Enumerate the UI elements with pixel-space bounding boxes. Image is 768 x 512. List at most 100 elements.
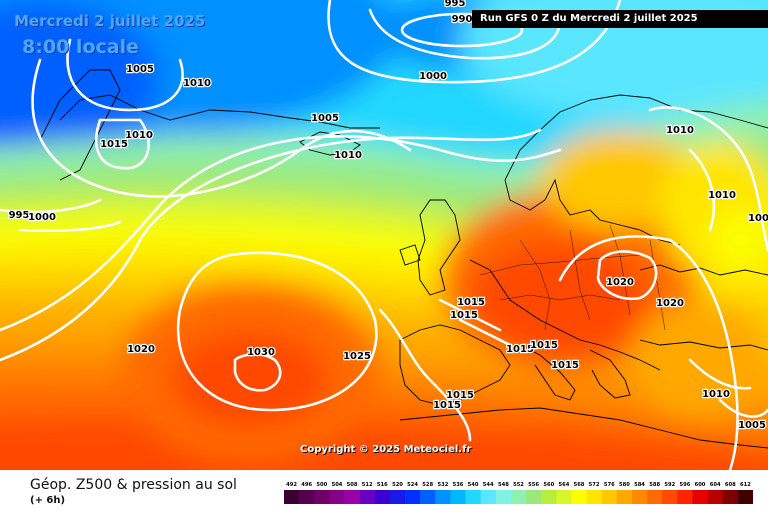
- isobars: [0, 0, 768, 470]
- scale-tick-label: 512: [362, 482, 373, 488]
- isobar-label: 1015: [433, 400, 461, 411]
- borders: [479, 224, 666, 331]
- scale-tick-label: 564: [558, 482, 569, 488]
- isobar-label: 1000: [28, 212, 56, 223]
- scale-swatch: [344, 490, 360, 504]
- color-scale: 492 496 500 504 508 512 516 520 524 528 532 536 540 5…: [284, 482, 753, 504]
- scale-tick-label: 608: [725, 482, 736, 488]
- scale-tick-label: 604: [710, 482, 721, 488]
- scale-swatch: [556, 490, 572, 504]
- scale-tick-label: 584: [634, 482, 645, 488]
- scale-tick-label: 592: [664, 482, 675, 488]
- scale-swatch: [662, 490, 678, 504]
- scale-tick-label: 588: [649, 482, 660, 488]
- isobar-label: 1015: [530, 340, 558, 351]
- scale-swatch: [420, 490, 436, 504]
- legend-subtitle: (+ 6h): [30, 495, 66, 506]
- scale-tick-label: 580: [619, 482, 630, 488]
- forecast-date-title: Mercredi 2 juillet 2025: [14, 12, 206, 30]
- scale-swatch: [601, 490, 618, 504]
- scale-swatch: [435, 490, 451, 504]
- scale-swatch: [495, 490, 512, 504]
- coastlines: [39, 69, 768, 449]
- scale-swatch: [405, 490, 421, 504]
- scale-tick-label: 532: [437, 482, 448, 488]
- isobar-label: 1015: [506, 344, 534, 355]
- isobar-label: 1015: [100, 139, 128, 150]
- isobar-label: 1010: [708, 190, 736, 201]
- scale-tick-label: 612: [740, 482, 751, 488]
- isobar-label: 1000: [419, 71, 447, 82]
- scale-tick-label: 596: [679, 482, 690, 488]
- scale-swatch: [737, 490, 753, 504]
- scale-tick-label: 516: [377, 482, 388, 488]
- scale-swatch: [284, 490, 300, 504]
- scale-tick-label: 576: [604, 482, 615, 488]
- scale-swatch: [526, 490, 542, 504]
- isobar-label: 1020: [656, 298, 684, 309]
- scale-swatch: [374, 490, 391, 504]
- scale-swatch: [647, 490, 663, 504]
- isobar-label: 1010: [125, 130, 153, 141]
- isobar-label: 1010: [334, 150, 362, 161]
- isobar-labels: 995 990 1005 1010 1010 1015 1000 1005 10…: [7, 0, 768, 432]
- isobar-label: 1010: [702, 389, 730, 400]
- scale-swatch: [314, 490, 330, 504]
- isobar-label: 1015: [551, 360, 579, 371]
- scale-swatch: [616, 490, 633, 504]
- isobar-label: 1010: [666, 125, 694, 136]
- scale-tick-label: 520: [392, 482, 403, 488]
- scale-tick-label: 496: [301, 482, 312, 488]
- isobar-label: 990: [452, 14, 473, 25]
- legend-title: Géop. Z500 & pression au sol: [30, 477, 237, 493]
- scale-swatch: [722, 490, 739, 504]
- scale-tick-label: 540: [468, 482, 479, 488]
- scale-tick-label: 544: [483, 482, 494, 488]
- isobar-label: 1005: [311, 113, 339, 124]
- scale-swatch: [299, 490, 315, 504]
- scale-tick-label: 560: [543, 482, 554, 488]
- scale-swatch: [480, 490, 497, 504]
- scale-swatch: [541, 490, 557, 504]
- scale-swatch: [465, 490, 481, 504]
- isobar-label: 1010: [183, 78, 211, 89]
- scale-tick-label: 528: [422, 482, 433, 488]
- scale-swatch: [389, 490, 406, 504]
- isobar-label: 995: [445, 0, 466, 9]
- isobar-label: 995: [9, 210, 30, 221]
- scale-swatch: [631, 490, 648, 504]
- scale-swatch: [571, 490, 587, 504]
- scale-tick-label: 600: [695, 482, 706, 488]
- isobar-label: 1025: [343, 351, 371, 362]
- scale-swatch: [359, 490, 376, 504]
- scale-swatch: [510, 490, 527, 504]
- isobar-label: 1020: [606, 277, 634, 288]
- isobar-label: 1015: [457, 297, 485, 308]
- isobar-label: 1005: [126, 64, 154, 75]
- scale-tick-label: 536: [453, 482, 464, 488]
- scale-tick-label: 492: [286, 482, 297, 488]
- z500-color-field: [0, 0, 768, 470]
- run-info-banner: Run GFS 0 Z du Mercredi 2 juillet 2025: [472, 10, 768, 28]
- isobar-label: 1000: [748, 213, 768, 224]
- scale-tick-label: 504: [332, 482, 343, 488]
- scale-tick-label: 508: [347, 482, 358, 488]
- isobar-label: 1015: [450, 310, 478, 321]
- scale-swatch: [450, 490, 466, 504]
- scale-swatch: [692, 490, 708, 504]
- isobar-label: 1015: [446, 390, 474, 401]
- scale-tick-label: 548: [498, 482, 509, 488]
- scale-swatch: [707, 490, 724, 504]
- isobar-label: 1030: [247, 347, 275, 358]
- scale-swatch: [677, 490, 693, 504]
- scale-swatch: [586, 490, 603, 504]
- forecast-time-title: 8:00 locale: [22, 36, 139, 58]
- isobar-label: 1020: [127, 344, 155, 355]
- scale-swatch: [329, 490, 345, 504]
- scale-tick-label: 556: [528, 482, 539, 488]
- copyright-notice: Copyright © 2025 Meteociel.fr: [300, 444, 472, 455]
- scale-tick-label: 524: [407, 482, 418, 488]
- scale-tick-label: 568: [574, 482, 585, 488]
- geopotential-map: 995 990 1005 1010 1010 1015 1000 1005 10…: [0, 0, 768, 470]
